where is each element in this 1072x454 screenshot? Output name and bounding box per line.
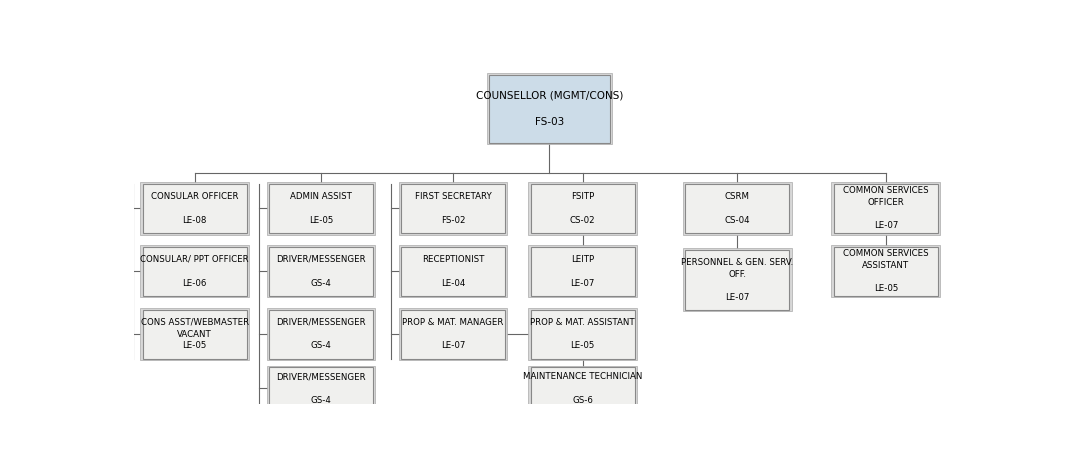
Text: ADMIN ASSIST

LE-05: ADMIN ASSIST LE-05 bbox=[291, 192, 352, 225]
FancyBboxPatch shape bbox=[685, 184, 789, 233]
FancyBboxPatch shape bbox=[834, 184, 938, 233]
FancyBboxPatch shape bbox=[267, 182, 375, 235]
Text: RECEPTIONIST

LE-04: RECEPTIONIST LE-04 bbox=[422, 255, 485, 287]
FancyBboxPatch shape bbox=[399, 308, 507, 360]
Text: PERSONNEL & GEN. SERV.
OFF.

LE-07: PERSONNEL & GEN. SERV. OFF. LE-07 bbox=[681, 258, 793, 302]
FancyBboxPatch shape bbox=[143, 310, 247, 359]
FancyBboxPatch shape bbox=[834, 247, 938, 296]
FancyBboxPatch shape bbox=[143, 184, 247, 233]
Text: DRIVER/MESSENGER

GS-4: DRIVER/MESSENGER GS-4 bbox=[277, 372, 366, 405]
FancyBboxPatch shape bbox=[685, 250, 789, 310]
FancyBboxPatch shape bbox=[528, 308, 637, 360]
FancyBboxPatch shape bbox=[531, 367, 635, 410]
Text: COMMON SERVICES
OFFICER

LE-07: COMMON SERVICES OFFICER LE-07 bbox=[843, 186, 928, 231]
FancyBboxPatch shape bbox=[269, 247, 373, 296]
FancyBboxPatch shape bbox=[140, 308, 249, 360]
Text: CONSULAR/ PPT OFFICER

LE-06: CONSULAR/ PPT OFFICER LE-06 bbox=[140, 255, 249, 287]
Text: PROP & MAT. ASSISTANT

LE-05: PROP & MAT. ASSISTANT LE-05 bbox=[531, 318, 635, 350]
FancyBboxPatch shape bbox=[399, 182, 507, 235]
Text: CONSULAR OFFICER

LE-08: CONSULAR OFFICER LE-08 bbox=[151, 192, 238, 225]
FancyBboxPatch shape bbox=[528, 182, 637, 235]
Text: LEITP

LE-07: LEITP LE-07 bbox=[570, 255, 595, 287]
Text: MAINTENANCE TECHNICIAN

GS-6: MAINTENANCE TECHNICIAN GS-6 bbox=[523, 372, 642, 405]
Text: COUNSELLOR (MGMT/CONS)

FS-03: COUNSELLOR (MGMT/CONS) FS-03 bbox=[476, 90, 623, 127]
FancyBboxPatch shape bbox=[267, 365, 375, 411]
FancyBboxPatch shape bbox=[832, 245, 940, 297]
FancyBboxPatch shape bbox=[401, 247, 505, 296]
FancyBboxPatch shape bbox=[140, 245, 249, 297]
FancyBboxPatch shape bbox=[267, 308, 375, 360]
FancyBboxPatch shape bbox=[683, 182, 791, 235]
FancyBboxPatch shape bbox=[531, 310, 635, 359]
FancyBboxPatch shape bbox=[269, 367, 373, 410]
FancyBboxPatch shape bbox=[401, 310, 505, 359]
Text: CONS ASST/WEBMASTER
VACANT
LE-05: CONS ASST/WEBMASTER VACANT LE-05 bbox=[140, 318, 249, 350]
FancyBboxPatch shape bbox=[489, 74, 610, 143]
FancyBboxPatch shape bbox=[140, 182, 249, 235]
Text: FSITP

CS-02: FSITP CS-02 bbox=[570, 192, 595, 225]
FancyBboxPatch shape bbox=[832, 182, 940, 235]
FancyBboxPatch shape bbox=[528, 245, 637, 297]
FancyBboxPatch shape bbox=[269, 310, 373, 359]
Text: DRIVER/MESSENGER

GS-4: DRIVER/MESSENGER GS-4 bbox=[277, 255, 366, 287]
FancyBboxPatch shape bbox=[267, 245, 375, 297]
FancyBboxPatch shape bbox=[683, 248, 791, 311]
FancyBboxPatch shape bbox=[487, 73, 612, 144]
FancyBboxPatch shape bbox=[269, 184, 373, 233]
FancyBboxPatch shape bbox=[528, 365, 637, 411]
Text: COMMON SERVICES
ASSISTANT

LE-05: COMMON SERVICES ASSISTANT LE-05 bbox=[843, 249, 928, 293]
Text: FIRST SECRETARY

FS-02: FIRST SECRETARY FS-02 bbox=[415, 192, 491, 225]
FancyBboxPatch shape bbox=[401, 184, 505, 233]
FancyBboxPatch shape bbox=[531, 184, 635, 233]
FancyBboxPatch shape bbox=[399, 245, 507, 297]
FancyBboxPatch shape bbox=[531, 247, 635, 296]
Text: CSRM

CS-04: CSRM CS-04 bbox=[725, 192, 750, 225]
Text: DRIVER/MESSENGER

GS-4: DRIVER/MESSENGER GS-4 bbox=[277, 318, 366, 350]
FancyBboxPatch shape bbox=[143, 247, 247, 296]
Text: PROP & MAT. MANAGER

LE-07: PROP & MAT. MANAGER LE-07 bbox=[402, 318, 504, 350]
